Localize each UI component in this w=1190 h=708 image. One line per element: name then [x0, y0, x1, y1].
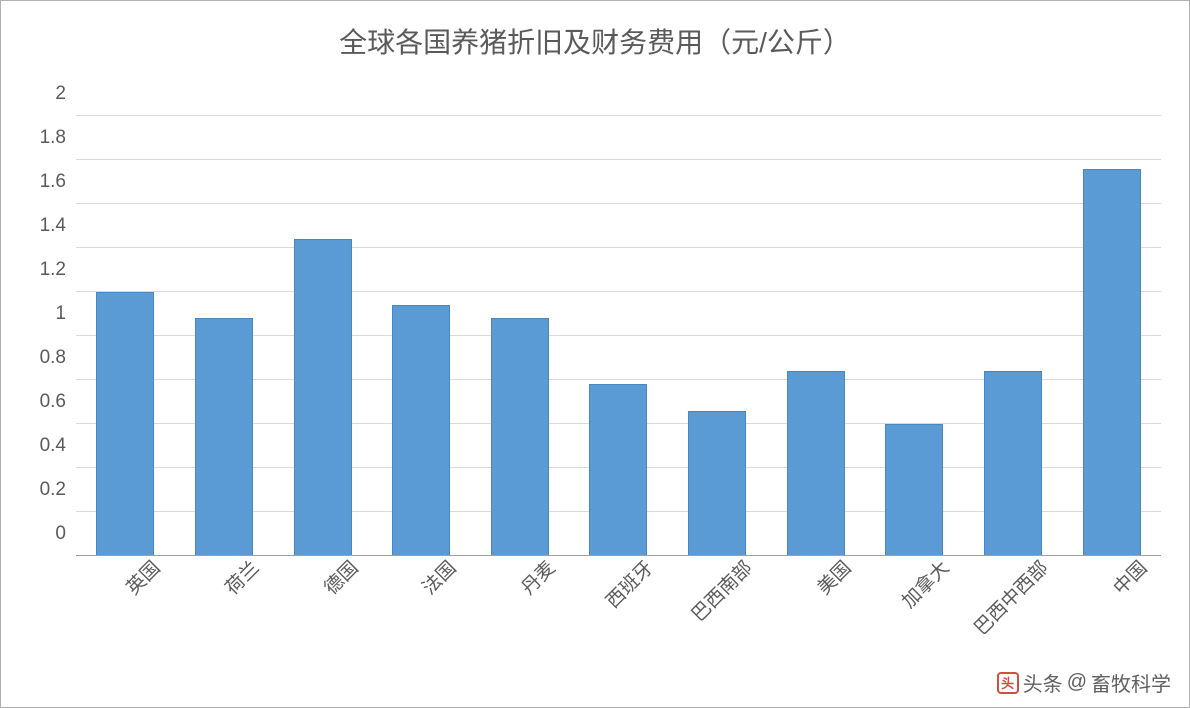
- x-tick-label: 英国: [125, 561, 210, 646]
- bar-series: [76, 116, 1161, 556]
- bar: [294, 239, 352, 556]
- y-tick-label: 0.6: [40, 391, 66, 413]
- watermark-handle: 畜牧科学: [1091, 668, 1171, 697]
- bar: [787, 371, 845, 556]
- watermark-prefix: 头条: [1023, 668, 1063, 697]
- x-tick-label: 美国: [816, 561, 901, 646]
- y-tick-label: 1.2: [40, 259, 66, 281]
- x-axis-labels: 英国荷兰德国法国丹麦西班牙巴西南部美国加拿大巴西中西部中国: [76, 561, 1161, 681]
- watermark: 头 头条 @ 畜牧科学: [997, 668, 1171, 697]
- y-tick-label: 0.8: [40, 347, 66, 369]
- y-tick-label: 1.6: [40, 171, 66, 193]
- x-tick-label: 中国: [1112, 561, 1190, 646]
- chart-container: 全球各国养猪折旧及财务费用（元/公斤） 00.20.40.60.811.21.4…: [0, 0, 1190, 708]
- bar: [491, 318, 549, 556]
- watermark-logo-icon: 头: [997, 672, 1019, 694]
- bar: [984, 371, 1042, 556]
- bar: [1083, 169, 1141, 556]
- x-tick-label: 丹麦: [520, 561, 605, 646]
- bar: [885, 424, 943, 556]
- x-tick-label: 法国: [421, 561, 506, 646]
- y-tick-label: 0.4: [40, 435, 66, 457]
- y-tick-label: 0.2: [40, 479, 66, 501]
- x-tick-label: 荷兰: [224, 561, 309, 646]
- bar: [195, 318, 253, 556]
- bar: [688, 411, 746, 556]
- x-tick-label: 德国: [323, 561, 408, 646]
- watermark-at: @: [1067, 671, 1087, 694]
- y-tick-label: 1.4: [40, 215, 66, 237]
- y-tick-label: 1: [55, 303, 66, 325]
- y-tick-label: 0: [55, 523, 66, 545]
- x-tick-label: 巴西中西部: [1013, 561, 1098, 646]
- chart-title: 全球各国养猪折旧及财务费用（元/公斤）: [1, 1, 1189, 61]
- x-tick-label: 巴西南部: [717, 561, 802, 646]
- plot-area: 00.20.40.60.811.21.41.61.82: [76, 116, 1161, 556]
- bar: [96, 292, 154, 556]
- bar: [589, 384, 647, 556]
- y-tick-label: 1.8: [40, 127, 66, 149]
- x-axis-line: [76, 555, 1161, 556]
- y-tick-label: 2: [55, 83, 66, 105]
- bar: [392, 305, 450, 556]
